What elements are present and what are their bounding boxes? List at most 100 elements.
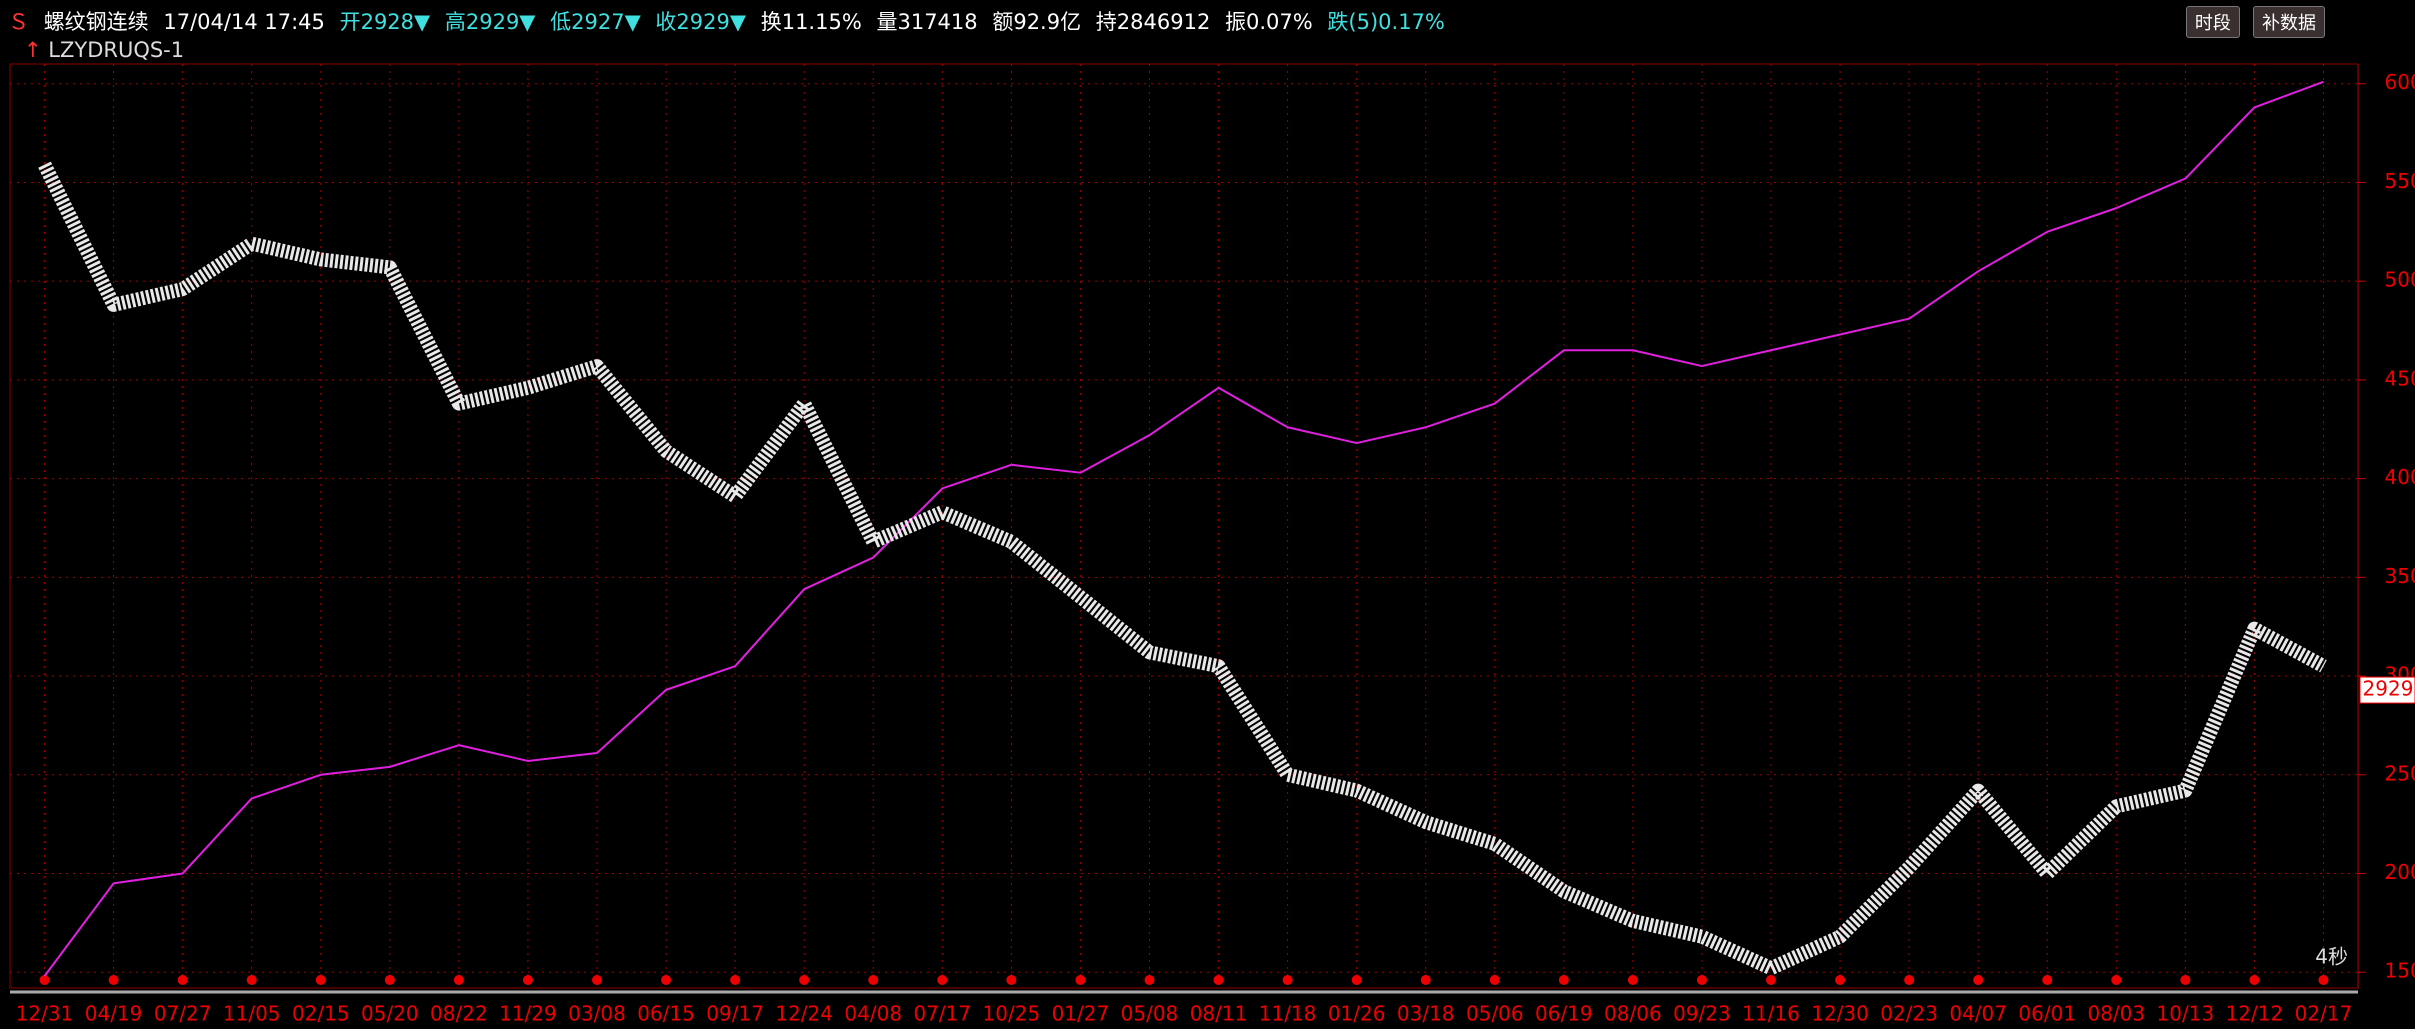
date-marker	[730, 975, 741, 985]
series-line	[43, 80, 2324, 977]
x-tick-label: 11/18	[1259, 1002, 1317, 1026]
date-marker	[2249, 975, 2260, 985]
x-tick-label: 04/07	[1949, 1002, 2007, 1026]
button[interactable]: 时段	[2185, 6, 2240, 38]
plot-frame	[9, 63, 2359, 989]
indicator-name: LZYDRUQS-1	[48, 38, 185, 62]
turnover: 换11.15%	[760, 10, 862, 34]
x-tick-label: 11/16	[1742, 1002, 1800, 1026]
date-marker	[1351, 975, 1362, 985]
y-tick-label: 6000	[2385, 70, 2415, 94]
high: 高2929▼	[444, 10, 536, 34]
date-marker	[1213, 975, 1224, 985]
y-tick-label: 5000	[2385, 268, 2415, 292]
date-marker	[1904, 975, 1915, 985]
x-tick-label: 09/23	[1673, 1002, 1731, 1026]
date-marker	[1766, 975, 1776, 985]
date-marker	[2111, 975, 2122, 985]
x-tick-label: 04/19	[85, 1002, 143, 1026]
close: 收2929▼	[655, 10, 747, 34]
open: 开2928▼	[339, 10, 431, 34]
x-tick-label: 06/15	[637, 1002, 695, 1026]
y-tick-label: 5500	[2385, 169, 2415, 193]
x-tick-label: 05/06	[1466, 1002, 1524, 1026]
date-marker	[315, 975, 326, 985]
date-marker	[1973, 975, 1984, 985]
date-marker	[868, 975, 879, 985]
date-marker	[592, 975, 602, 985]
x-tick-label: 06/01	[2018, 1002, 2076, 1026]
date-marker	[1696, 975, 1707, 985]
date-marker	[453, 975, 464, 985]
x-tick-label: 03/08	[568, 1002, 626, 1026]
y-tick-label: 1500	[2385, 959, 2415, 983]
toolbar: 时段 补数据	[2178, 6, 2325, 38]
low: 低2927▼	[550, 10, 641, 34]
date-marker	[2318, 975, 2329, 985]
x-tick-label: 09/17	[706, 1002, 764, 1026]
last-price-label: 2929	[2363, 677, 2414, 701]
x-tick-label: 10/13	[2157, 1002, 2215, 1026]
x-tick-label: 08/03	[2087, 1002, 2145, 1026]
x-tick-label: 08/06	[1604, 1002, 1662, 1026]
header: Ｓ 螺纹钢连续 17/04/14 17:45 开2928▼ 高2929▼ 低29…	[8, 6, 1453, 36]
refresh-label: 4秒	[2315, 945, 2348, 969]
date-marker	[1558, 975, 1569, 985]
last-price-box	[2359, 676, 2415, 704]
x-tick-label: 02/23	[1880, 1002, 1938, 1026]
x-tick-label: 08/11	[1190, 1002, 1248, 1026]
amplitude: 振0.07%	[1225, 10, 1313, 34]
x-tick-label: 12/30	[1811, 1002, 1869, 1026]
date-marker	[2042, 975, 2053, 985]
x-tick-label: 12/24	[775, 1002, 833, 1026]
date-marker	[799, 975, 810, 985]
hold: 持2846912	[1095, 10, 1211, 34]
x-tick-label: 05/20	[361, 1002, 419, 1026]
y-tick-label: 2000	[2385, 860, 2415, 884]
date-marker	[1144, 975, 1155, 985]
time: 17/04/14 17:45	[163, 10, 325, 34]
x-tick-label: 10/25	[983, 1002, 1041, 1026]
y-tick-label: 2500	[2385, 761, 2415, 785]
date-marker	[39, 975, 50, 985]
y-tick-label: 4500	[2385, 366, 2415, 390]
date-marker	[246, 975, 257, 985]
x-tick-label: 01/27	[1052, 1002, 1110, 1026]
x-tick-label: 02/15	[292, 1002, 350, 1026]
volume: 量317418	[876, 10, 978, 34]
date-marker	[1835, 975, 1846, 985]
date-marker	[1006, 975, 1017, 985]
date-marker	[522, 975, 533, 985]
button[interactable]: 补数据	[2253, 6, 2325, 38]
x-tick-label: 12/31	[16, 1002, 74, 1026]
x-tick-label: 02/17	[2295, 1002, 2353, 1026]
date-marker	[937, 975, 948, 985]
series-line	[38, 161, 2327, 976]
x-tick-label: 05/08	[1121, 1002, 1179, 1026]
x-tick-label: 06/19	[1535, 1002, 1593, 1026]
x-tick-label: 07/27	[154, 1002, 212, 1026]
date-marker	[1075, 975, 1086, 985]
change: 跌(5)0.17%	[1327, 10, 1445, 34]
y-tick-label: 4000	[2385, 465, 2415, 489]
x-tick-label: 11/05	[223, 1002, 281, 1026]
date-marker	[177, 975, 188, 985]
y-tick-label: 3500	[2385, 564, 2415, 588]
date-marker	[1489, 975, 1500, 985]
date-marker	[1420, 975, 1431, 985]
date-marker	[661, 975, 672, 985]
logo: Ｓ	[8, 10, 29, 34]
date-marker	[1627, 975, 1638, 985]
date-marker	[384, 975, 395, 985]
date-marker	[108, 975, 119, 985]
amount: 额92.9亿	[992, 10, 1082, 34]
x-tick-label: 11/29	[499, 1002, 557, 1026]
x-tick-label: 12/12	[2226, 1002, 2284, 1026]
x-tick-label: 01/26	[1328, 1002, 1386, 1026]
date-marker	[1282, 975, 1293, 985]
x-tick-label: 07/17	[913, 1002, 971, 1026]
x-tick-label: 04/08	[844, 1002, 902, 1026]
date-marker	[2180, 975, 2191, 985]
